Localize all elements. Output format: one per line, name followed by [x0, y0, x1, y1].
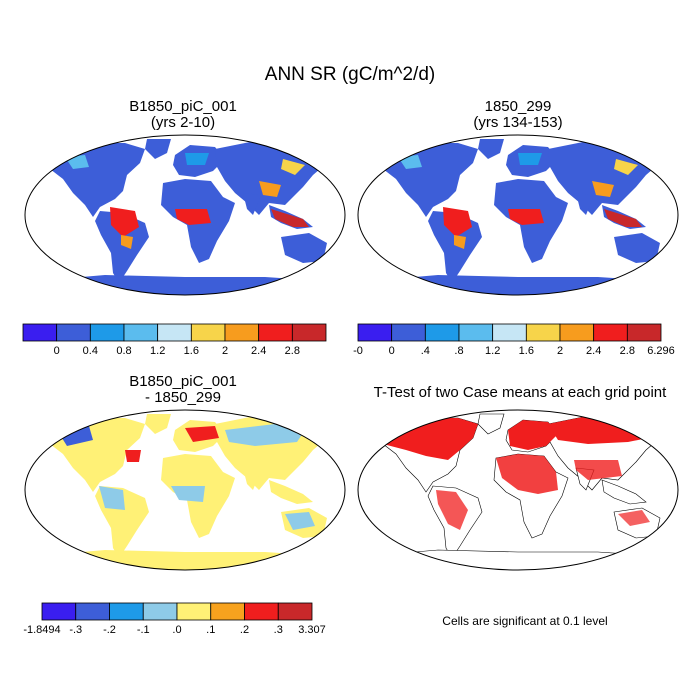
colorbar-panel-1: 0 0.4 0.8 1.2 1.6 2 2.4 2.8	[22, 323, 327, 357]
colorbar-2-tick-label: 1.6	[519, 345, 534, 357]
colorbar-3-swatch	[277, 602, 313, 621]
colorbar-2-swatch	[593, 323, 628, 342]
colorbar-1-tick-label: 2.4	[251, 345, 266, 357]
colorbar-1-swatch	[123, 323, 159, 342]
colorbar-1-tick-label: 1.2	[150, 345, 165, 357]
colorbar-3-tick-label: -.3	[69, 624, 82, 636]
panel-3-subtitle: - 1850_299	[145, 389, 221, 406]
colorbar-panel-2: 0 .4 .8 1.2 1.6 2 2.4 2.8 -0 6.296	[353, 323, 675, 357]
map-panel-3	[24, 409, 346, 571]
colorbar-2-swatch	[391, 323, 426, 342]
panel-2-title: 1850_299	[484, 98, 552, 115]
colorbar-1-tick-label: 0.8	[116, 345, 131, 357]
colorbar-3-min-label: -1.8494	[23, 624, 60, 636]
colorbar-1-tick-label: 2.8	[285, 345, 300, 357]
colorbar-3-swatch	[109, 602, 144, 621]
figure-title: ANN SR (gC/m^2/d)	[264, 64, 436, 85]
colorbar-3-swatch	[210, 602, 245, 621]
panel-4-title: T-Test of two Case means at each grid po…	[373, 384, 667, 401]
map-panel-1	[24, 134, 346, 296]
colorbar-3-swatch	[142, 602, 178, 621]
colorbar-2-tick-label: 2	[557, 345, 563, 357]
colorbar-3-swatch	[75, 602, 110, 621]
colorbar-1-swatch	[224, 323, 260, 342]
map-panel-4	[357, 409, 679, 571]
colorbar-2-swatch	[458, 323, 494, 342]
colorbar-1-swatch	[291, 323, 327, 342]
colorbar-3-tick-label: -.1	[137, 624, 150, 636]
colorbar-1-tick-label: 2	[222, 345, 228, 357]
colorbar-2-swatch	[424, 323, 460, 342]
colorbar-1-swatch	[56, 323, 91, 342]
colorbar-3-swatch	[244, 602, 279, 621]
colorbar-2-swatch	[559, 323, 595, 342]
colorbar-2-tick-label: .8	[454, 345, 463, 357]
colorbar-2-tick-label: 2.8	[620, 345, 635, 357]
colorbar-2-max-label: 6.296	[647, 345, 675, 357]
colorbar-3-max-label: 3.307	[298, 624, 326, 636]
colorbar-1-swatch	[190, 323, 226, 342]
colorbar-1-swatch	[258, 323, 293, 342]
colorbar-1-tick-label: 0.4	[83, 345, 98, 357]
colorbar-1-swatch	[22, 323, 58, 342]
colorbar-2-tick-label: .4	[421, 345, 430, 357]
colorbar-2-swatch	[626, 323, 662, 342]
colorbar-3-swatch	[176, 602, 212, 621]
colorbar-3-tick-label: .1	[206, 624, 215, 636]
colorbar-1-tick-label: 0	[54, 345, 60, 357]
panel-1-subtitle: (yrs 2-10)	[150, 114, 216, 131]
map-panel-2	[357, 134, 679, 296]
colorbar-3-tick-label: -.2	[103, 624, 116, 636]
colorbar-2-swatch	[525, 323, 561, 342]
panel-1-title: B1850_piC_001	[129, 98, 237, 115]
colorbar-3-swatch	[41, 602, 77, 621]
colorbar-1-tick-label: 1.6	[184, 345, 199, 357]
colorbar-3-tick-label: .3	[274, 624, 283, 636]
panel-2-subtitle: (yrs 134-153)	[473, 114, 563, 131]
colorbar-2-tick-label: 2.4	[586, 345, 601, 357]
colorbar-2-tick-label: 1.2	[485, 345, 500, 357]
colorbar-3-tick-label: .0	[172, 624, 181, 636]
significance-note: Cells are significant at 0.1 level	[442, 614, 608, 628]
colorbar-2-tick-label: 0	[389, 345, 395, 357]
colorbar-1-swatch	[89, 323, 125, 342]
colorbar-2-min-label: -0	[353, 345, 363, 357]
colorbar-panel-3: -.3 -.2 -.1 .0 .1 .2 .3 -1.8494 3.307	[23, 602, 326, 636]
colorbar-2-swatch	[357, 323, 393, 342]
colorbar-3-tick-label: .2	[240, 624, 249, 636]
panel-3-title: B1850_piC_001	[129, 373, 237, 390]
colorbar-1-swatch	[157, 323, 192, 342]
colorbar-2-swatch	[492, 323, 527, 342]
